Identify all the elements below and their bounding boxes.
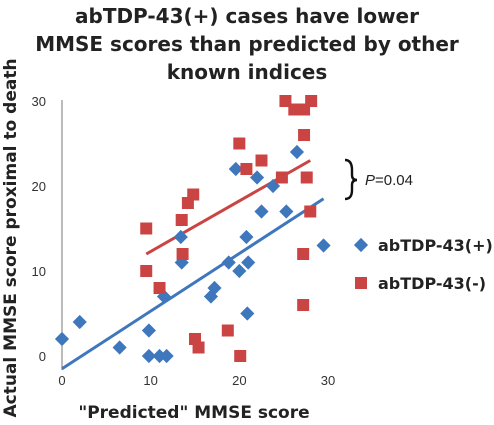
- legend-marker-diamond: [353, 237, 369, 253]
- y-tick-label: 30: [32, 94, 46, 109]
- trend-line: [61, 197, 325, 371]
- data-point-diamond: [316, 238, 331, 253]
- data-points: [54, 95, 331, 364]
- significance-annotation: P=0.04: [344, 158, 413, 201]
- data-point-diamond: [240, 306, 255, 321]
- data-point-square: [305, 95, 318, 107]
- data-point-square: [153, 282, 166, 294]
- y-tick-label: 0: [39, 349, 46, 364]
- tick-labels: 0 10 20 30 0 10 20 30: [32, 94, 336, 388]
- p-value: =0.04: [375, 172, 413, 189]
- data-point-square: [255, 154, 268, 167]
- chart-title-line-3: known indices: [166, 60, 328, 84]
- x-tick-label: 10: [143, 373, 157, 388]
- p-symbol: P: [365, 172, 375, 189]
- data-point-diamond: [249, 170, 265, 185]
- significance-bracket: [344, 158, 358, 201]
- data-point-diamond: [173, 229, 188, 245]
- data-point-square: [275, 171, 288, 184]
- chart-title-line-1: abTDP-43(+) cases have lower: [75, 4, 419, 28]
- data-point-square: [233, 137, 246, 150]
- data-point-diamond: [239, 229, 254, 245]
- data-point-square: [240, 163, 253, 175]
- x-tick-label: 0: [58, 373, 65, 388]
- data-point-diamond: [221, 255, 236, 270]
- data-point-diamond: [232, 263, 247, 279]
- data-point-square: [304, 205, 317, 218]
- legend-item-positive: abTDP-43(+): [353, 236, 493, 255]
- data-point-diamond: [112, 340, 127, 355]
- chart-title: abTDP-43(+) cases have lower MMSE scores…: [0, 2, 494, 86]
- data-point-square: [176, 248, 189, 260]
- data-point-square: [297, 299, 310, 311]
- x-axis-label: "Predicted" MMSE score: [78, 403, 309, 423]
- data-point-square: [297, 248, 310, 260]
- data-point-square: [140, 222, 153, 235]
- y-tick-label: 20: [32, 179, 46, 194]
- data-point-square: [234, 350, 247, 362]
- data-point-diamond: [54, 331, 70, 347]
- data-point-diamond: [289, 144, 305, 160]
- data-point-square: [221, 324, 234, 337]
- legend: abTDP-43(+) abTDP-43(-): [353, 236, 493, 293]
- y-axis-label: Actual MMSE score proximal to death: [1, 58, 21, 417]
- data-point-diamond: [141, 323, 156, 338]
- x-tick-label: 20: [232, 373, 246, 388]
- x-tick-label: 30: [321, 373, 335, 388]
- legend-marker-square: [355, 277, 367, 289]
- legend-label-positive: abTDP-43(+): [378, 236, 493, 255]
- data-point-diamond: [228, 161, 243, 177]
- data-point-diamond: [254, 204, 269, 219]
- y-tick-label: 10: [32, 264, 46, 279]
- data-point-square: [175, 214, 188, 226]
- data-point-diamond: [152, 348, 167, 364]
- data-point-diamond: [207, 280, 222, 296]
- p-value-label: P=0.04: [365, 172, 413, 189]
- data-point-diamond: [141, 348, 156, 364]
- legend-label-negative: abTDP-43(-): [378, 274, 486, 293]
- data-point-diamond: [159, 348, 174, 364]
- data-point-square: [140, 265, 153, 277]
- data-point-diamond: [72, 314, 87, 330]
- data-point-diamond: [241, 255, 256, 270]
- chart-title-line-2: MMSE scores than predicted by other: [35, 32, 459, 56]
- data-point-diamond: [279, 204, 294, 219]
- data-point-square: [192, 341, 205, 354]
- data-point-square: [298, 129, 311, 141]
- data-point-square: [187, 188, 200, 201]
- legend-item-negative: abTDP-43(-): [355, 274, 486, 293]
- data-point-square: [300, 171, 313, 184]
